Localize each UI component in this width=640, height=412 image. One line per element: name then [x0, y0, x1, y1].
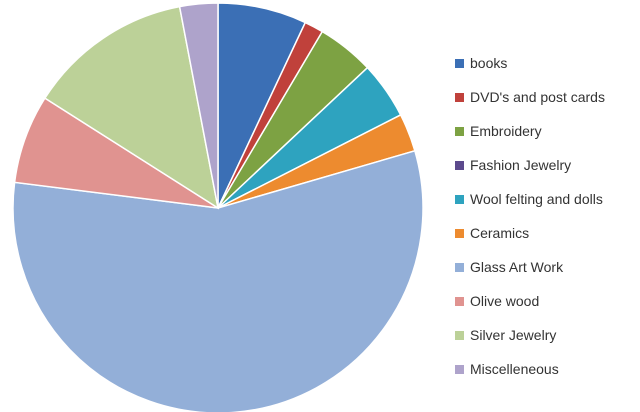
legend-swatch: [455, 160, 464, 170]
legend-item-embroidery: Embroidery: [455, 114, 605, 148]
legend-label: books: [470, 55, 508, 71]
legend-swatch: [455, 92, 464, 102]
legend-item-miscelleneous: Miscelleneous: [455, 352, 605, 386]
legend-swatch: [455, 228, 464, 238]
legend-item-ceramics: Ceramics: [455, 216, 605, 250]
legend: books DVD's and post cards Embroidery Fashi…: [455, 46, 605, 386]
legend-label: Fashion Jewelry: [470, 157, 572, 173]
legend-swatch: [455, 194, 464, 204]
legend-swatch: [455, 364, 464, 374]
legend-item-glass-art-work: Glass Art Work: [455, 250, 605, 284]
legend-label: DVD's and post cards: [470, 89, 605, 105]
legend-label: Wool felting and dolls: [470, 191, 603, 207]
legend-swatch: [455, 262, 464, 272]
legend-swatch: [455, 126, 464, 136]
legend-label: Olive wood: [470, 293, 540, 309]
legend-item-fashion-jewelry: Fashion Jewelry: [455, 148, 605, 182]
pie-slice-silver-jewelry: [43, 5, 220, 210]
legend-item-wool-felting-and-dolls: Wool felting and dolls: [455, 182, 605, 216]
legend-label: Embroidery: [470, 123, 542, 139]
legend-swatch: [455, 296, 464, 306]
pie-slice-miscelleneous: [178, 2, 219, 209]
legend-swatch: [455, 58, 464, 68]
legend-item-books: books: [455, 46, 605, 80]
legend-label: Glass Art Work: [470, 259, 564, 275]
legend-label: Silver Jewelry: [470, 327, 557, 343]
pie-slice-glass-art-work: [12, 149, 424, 412]
legend-swatch: [455, 330, 464, 340]
legend-label: Ceramics: [470, 225, 530, 241]
legend-item-silver-jewelry: Silver Jewelry: [455, 318, 605, 352]
legend-item-olive-wood: Olive wood: [455, 284, 605, 318]
legend-item-dvd-s-and-post-cards: DVD's and post cards: [455, 80, 605, 114]
legend-label: Miscelleneous: [470, 361, 559, 377]
